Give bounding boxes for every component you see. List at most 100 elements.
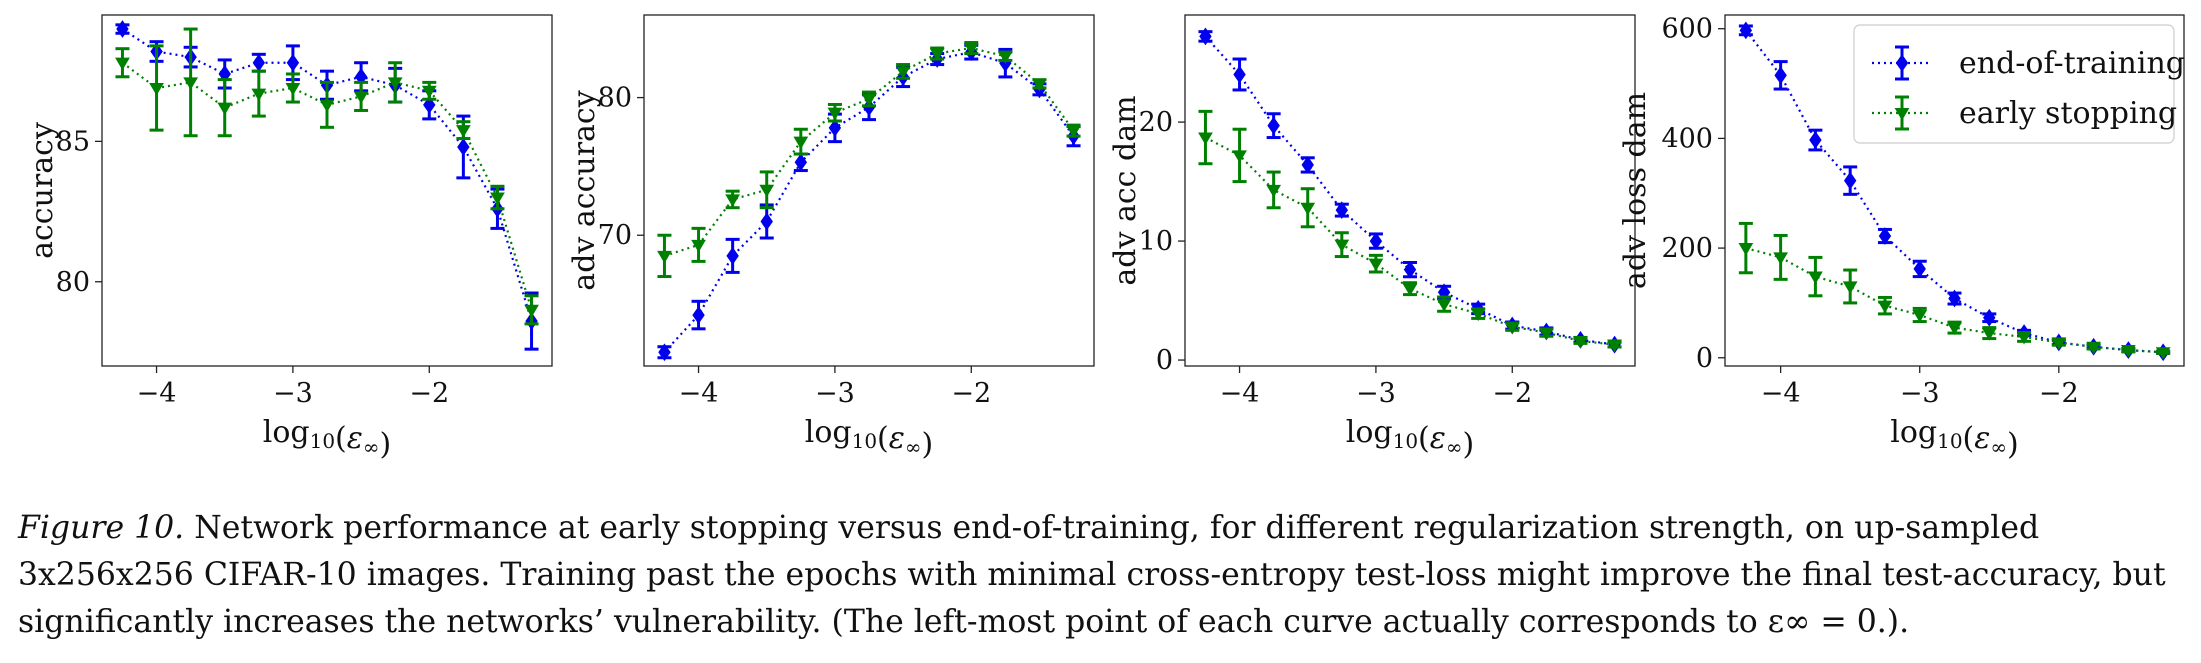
x-axis-label-part: ∞ (363, 435, 380, 459)
y-axis-label: accuracy (25, 122, 60, 259)
data-point (794, 153, 808, 172)
legend-box (1853, 24, 2175, 144)
data-point (793, 136, 809, 150)
x-axis-label: log10(ε∞) (263, 415, 392, 462)
x-axis-label-part: log (263, 415, 310, 450)
data-point (1981, 328, 1997, 341)
data-point (1267, 116, 1280, 135)
y-axis-label: adv accuracy (567, 90, 602, 290)
plot-frame (101, 14, 553, 367)
data-point (1066, 125, 1081, 139)
data-point (252, 53, 266, 72)
data-point (657, 250, 672, 264)
data-point (387, 77, 403, 90)
x-axis-label-part: 10 (1393, 429, 1418, 453)
x-tick-label: −2 (2039, 378, 2079, 409)
x-axis-label-part: ε (347, 421, 363, 456)
y-tick-label: 80 (56, 267, 90, 298)
x-tick-label: −2 (951, 378, 991, 409)
data-point (1773, 252, 1789, 265)
y-tick-label: 85 (56, 126, 90, 157)
data-point (149, 82, 164, 96)
x-axis-label-part: ∞ (1990, 435, 2007, 459)
data-point (828, 118, 842, 137)
data-point (1538, 327, 1554, 341)
x-tick-label: −4 (679, 378, 719, 409)
caption-text: Network performance at early stopping ve… (18, 510, 2166, 640)
caption-label: Figure 10. (18, 510, 185, 546)
data-point (1334, 239, 1350, 253)
legend-marker (1895, 54, 1909, 72)
data-point (1843, 171, 1857, 190)
plot-frame (1184, 14, 1636, 367)
data-point (286, 53, 300, 72)
x-axis-label-part: ( (335, 421, 347, 456)
data-point (2051, 337, 2067, 350)
data-point (1809, 131, 1822, 149)
x-axis-label-part: log (1346, 415, 1393, 450)
x-tick-label: −4 (1220, 378, 1260, 409)
data-point (1301, 156, 1314, 174)
data-point (2086, 341, 2101, 355)
data-point (1573, 335, 1588, 349)
data-point (285, 82, 301, 96)
data-point (895, 66, 911, 79)
x-axis-label-part: ) (1463, 427, 1475, 462)
data-point (1368, 258, 1384, 272)
data-point (1232, 150, 1247, 163)
y-tick-label: 0 (1696, 343, 1713, 374)
data-point (490, 192, 505, 206)
data-point (1808, 271, 1823, 285)
data-point (827, 107, 843, 121)
y-tick-label: 200 (1661, 233, 1713, 264)
x-axis-label-part: ε (889, 421, 905, 456)
data-point (997, 51, 1013, 64)
data-point (319, 99, 335, 113)
data-point (1335, 201, 1349, 220)
x-tick-label: −2 (1492, 378, 1532, 409)
y-tick-label: 20 (1139, 107, 1173, 138)
x-tick-label: −2 (409, 378, 449, 409)
data-point (1948, 289, 1961, 308)
x-axis-label-part: log (805, 415, 852, 450)
y-tick-label: 400 (1661, 123, 1713, 154)
x-axis-label-part: 10 (852, 429, 877, 453)
x-axis-label-part: 10 (310, 429, 335, 453)
data-point (1436, 299, 1452, 312)
data-point (691, 239, 706, 253)
data-point (658, 343, 671, 362)
data-point (457, 138, 470, 156)
data-point (1300, 202, 1316, 216)
y-tick-label: 10 (1139, 226, 1173, 257)
x-axis-label-part: ( (877, 421, 889, 456)
x-axis-label-part: ε (1430, 421, 1446, 456)
data-point (1403, 260, 1417, 279)
series-line (1204, 35, 1615, 346)
data-point (1912, 309, 1928, 323)
data-point (2016, 331, 2032, 345)
data-point (1504, 321, 1520, 335)
x-tick-label: −3 (273, 378, 313, 409)
data-point (1947, 322, 1962, 336)
x-tick-label: −4 (137, 378, 177, 409)
plot-frame (643, 14, 1095, 367)
data-point (725, 194, 741, 207)
data-point (692, 306, 705, 324)
y-tick-label: 0 (1156, 345, 1173, 376)
x-axis-label-part: 10 (1937, 429, 1962, 453)
data-point (2120, 345, 2136, 358)
y-tick-label: 70 (598, 220, 632, 251)
data-point (1199, 27, 1212, 46)
x-axis-label-part: ( (1963, 421, 1975, 456)
legend-label: end-of-training (1959, 46, 2185, 81)
data-point (1470, 308, 1486, 322)
y-tick-label: 80 (598, 83, 632, 114)
data-point (353, 91, 369, 104)
data-point (455, 125, 471, 138)
data-point (2155, 347, 2171, 360)
data-point (1983, 308, 1996, 327)
y-tick-label: 600 (1661, 14, 1713, 45)
data-point (1878, 227, 1892, 245)
data-point (760, 212, 773, 231)
